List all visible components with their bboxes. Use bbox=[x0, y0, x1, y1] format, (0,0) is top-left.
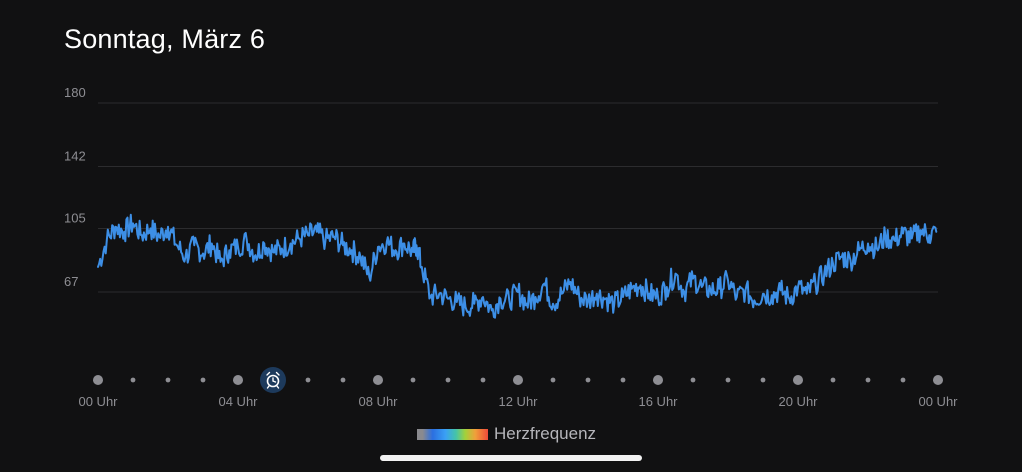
page-title: Sonntag, März 6 bbox=[64, 24, 266, 54]
home-indicator[interactable] bbox=[380, 455, 642, 461]
x-tick-label: 12 Uhr bbox=[498, 394, 538, 409]
timeline-minor-dot bbox=[760, 377, 766, 383]
timeline-dots bbox=[93, 367, 943, 393]
legend-label: Herzfrequenz bbox=[494, 424, 597, 443]
timeline-minor-dot bbox=[725, 377, 731, 383]
timeline-minor-dot bbox=[340, 377, 346, 383]
timeline-major-dot bbox=[653, 375, 663, 385]
y-tick-label: 180 bbox=[64, 85, 86, 100]
timeline-minor-dot bbox=[830, 377, 836, 383]
x-tick-label: 00 Uhr bbox=[78, 394, 118, 409]
timeline-minor-dot bbox=[165, 377, 171, 383]
timeline-minor-dot bbox=[445, 377, 451, 383]
timeline-major-dot bbox=[93, 375, 103, 385]
y-tick-label: 142 bbox=[64, 149, 86, 164]
timeline-minor-dot bbox=[200, 377, 206, 383]
timeline-minor-dot bbox=[550, 377, 556, 383]
x-tick-label: 08 Uhr bbox=[358, 394, 398, 409]
timeline-minor-dot bbox=[865, 377, 871, 383]
timeline-minor-dot bbox=[130, 377, 136, 383]
y-tick-label: 67 bbox=[64, 274, 78, 289]
x-tick-label: 00 Uhr bbox=[918, 394, 958, 409]
timeline-minor-dot bbox=[900, 377, 906, 383]
series-line-0 bbox=[97, 213, 938, 319]
chart-legend: Herzfrequenz bbox=[417, 424, 596, 444]
x-tick-label: 16 Uhr bbox=[638, 394, 678, 409]
x-tick-label: 20 Uhr bbox=[778, 394, 818, 409]
timeline-minor-dot bbox=[305, 377, 311, 383]
timeline-major-dot bbox=[233, 375, 243, 385]
timeline-major-dot bbox=[933, 375, 943, 385]
y-tick-label: 105 bbox=[64, 210, 86, 225]
timeline-minor-dot bbox=[410, 377, 416, 383]
timeline-major-dot bbox=[793, 375, 803, 385]
timeline-major-dot bbox=[513, 375, 523, 385]
heart-rate-series bbox=[97, 213, 938, 319]
legend-gradient-swatch bbox=[417, 428, 488, 440]
timeline-minor-dot bbox=[585, 377, 591, 383]
y-axis-tick-labels: 180 142 105 67 bbox=[64, 85, 86, 289]
timeline-minor-dot bbox=[620, 377, 626, 383]
timeline-minor-dot bbox=[480, 377, 486, 383]
x-axis-tick-labels: 00 Uhr 04 Uhr 08 Uhr 12 Uhr 16 Uhr 20 Uhr 00 U… bbox=[78, 394, 958, 409]
alarm-clock-icon[interactable] bbox=[260, 367, 286, 393]
x-tick-label: 04 Uhr bbox=[218, 394, 258, 409]
timeline-major-dot bbox=[373, 375, 383, 385]
timeline-minor-dot bbox=[690, 377, 696, 383]
